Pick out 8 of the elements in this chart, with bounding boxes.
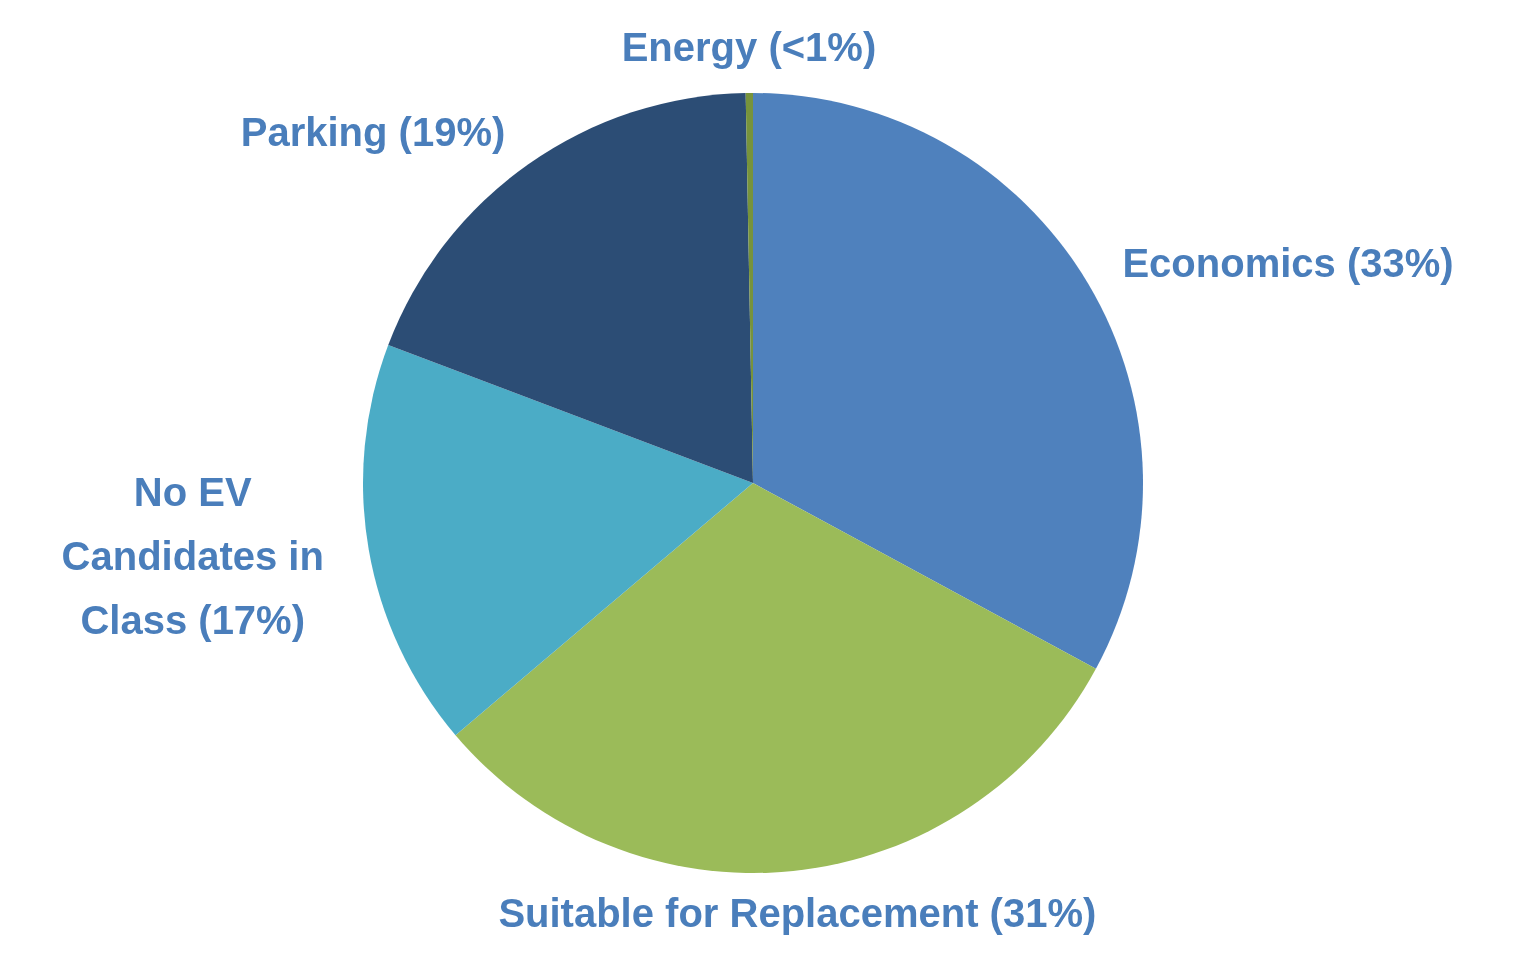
slice-label: Parking (19%): [240, 109, 506, 154]
pie-slice: [388, 93, 753, 483]
slice-label: Economics (33%): [1122, 240, 1454, 285]
slice-label: Energy (<1%): [621, 25, 877, 70]
pie-slice: [455, 483, 1096, 873]
pie-slice: [363, 344, 753, 736]
slice-label: Suitable for Replacement (31%): [498, 890, 1097, 935]
slice-label: No EV Candidates in Class (17%): [61, 470, 324, 643]
